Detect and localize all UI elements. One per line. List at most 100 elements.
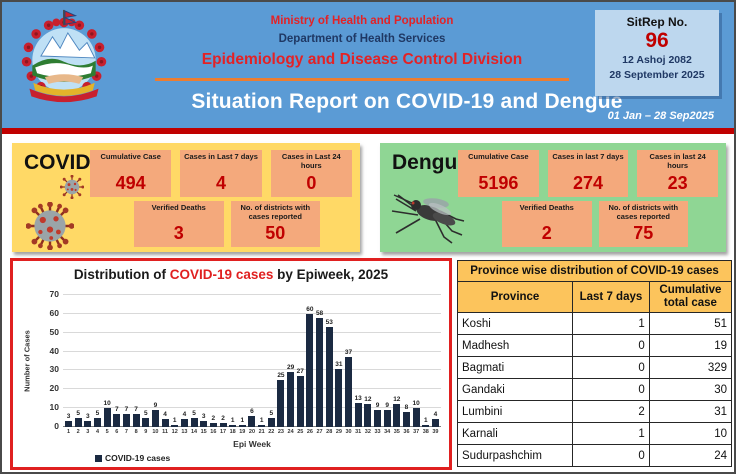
bar: 9	[374, 402, 381, 427]
cell-cumulative-total: 10	[648, 422, 733, 445]
bar-week-37: 10	[413, 295, 420, 427]
bar-week-15: 3	[200, 295, 208, 427]
bar-value-label: 58	[315, 309, 324, 317]
bar-week-39: 4	[431, 295, 439, 427]
bar: 1	[171, 417, 179, 427]
bar: 3	[65, 413, 72, 427]
table-row-lumbini: Lumbini 2 31	[456, 400, 733, 423]
bar-week-20: 6	[248, 295, 256, 427]
bar-week-7: 7	[122, 295, 130, 427]
stat-card-cases-in-last-7-days: Cases in Last 7 days 4	[180, 150, 262, 197]
cell-province: Lumbini	[456, 400, 574, 423]
cell-cumulative-total: 329	[648, 356, 733, 379]
header: Ministry of Health and Population Depart…	[2, 2, 734, 128]
stat-card-label: Verified Deaths	[151, 203, 206, 212]
bar-week-4: 5	[93, 295, 101, 427]
table-row-karnali: Karnali 1 10	[456, 422, 733, 445]
bar-value-label: 29	[286, 364, 295, 372]
bar: 7	[122, 406, 130, 427]
chart-x-axis-label: Epi Week	[233, 439, 271, 449]
epiweek-chart-panel: Distribution of COVID-19 cases by Epiwee…	[10, 258, 452, 470]
cell-cumulative-total: 30	[648, 378, 733, 401]
bar-value-label: 9	[385, 402, 389, 410]
bar-value-label: 8	[404, 403, 409, 411]
x-tick-8: 8	[134, 429, 138, 435]
bar: 37	[345, 349, 352, 427]
x-tick-18: 18	[229, 429, 236, 435]
bar: 10	[104, 400, 111, 427]
bar-week-35: 12	[393, 295, 400, 427]
nepal-emblem-logo	[21, 9, 107, 103]
stat-card-label: Cases in last 24 hours	[649, 152, 706, 170]
chart-title-prefix: Distribution of	[73, 267, 170, 282]
bar: 5	[93, 410, 101, 427]
stat-card-value: 2	[541, 223, 552, 243]
province-table: Province Last 7 days Cumulative total ca…	[456, 281, 733, 467]
stat-card-value: 494	[115, 173, 146, 193]
stat-card-value: 0	[306, 173, 317, 193]
sitrep-box: SitRep No. 96 12 Ashoj 2082 28 September…	[595, 10, 719, 96]
bar: 4	[180, 411, 188, 427]
x-tick-10: 10	[152, 429, 159, 435]
bar-week-27: 58	[316, 295, 323, 427]
x-tick-30: 30	[345, 429, 352, 435]
stat-card-value: 23	[667, 173, 688, 193]
stat-card-label: Cumulative Case	[100, 152, 161, 161]
stat-card-cumulative-case: Cumulative Case 5196	[458, 150, 539, 197]
nepal-flag	[63, 9, 78, 26]
x-tick-4: 4	[95, 429, 99, 435]
stat-card-cases-in-last-24-hours: Cases in last 24 hours 23	[637, 150, 719, 197]
dengue-title: Dengue	[392, 151, 470, 174]
sitrep-number: 96	[645, 29, 669, 52]
bar: 5	[74, 410, 82, 427]
province-table-panel: Province wise distribution of COVID-19 c…	[456, 260, 733, 467]
stat-card-value: 4	[215, 173, 226, 193]
report-title: Situation Report on COVID-19 and Dengue	[191, 90, 623, 113]
bar: 27	[297, 368, 304, 427]
bar: 5	[267, 410, 275, 427]
bar: 9	[383, 402, 391, 427]
cell-province: Karnali	[456, 422, 574, 445]
bar-value-label: 1	[259, 417, 264, 425]
bar-value-label: 5	[76, 409, 80, 417]
covid-cards-row2: Verified Deaths 3 No. of districts with ca…	[134, 201, 320, 247]
x-tick-38: 38	[422, 429, 429, 435]
bar-week-36: 8	[402, 295, 410, 427]
cell-last-7-days: 0	[572, 356, 650, 379]
stat-card-cumulative-case: Cumulative Case 494	[90, 150, 172, 197]
gridline-50	[63, 331, 441, 333]
bar: 3	[84, 413, 92, 427]
cell-last-7-days: 0	[572, 378, 650, 401]
bar-week-18: 1	[229, 295, 237, 427]
cell-province: Sudurpashchim	[456, 444, 574, 467]
x-tick-26: 26	[306, 429, 313, 435]
y-tick-60: 60	[49, 307, 59, 318]
bar-week-34: 9	[383, 295, 391, 427]
bar-value-label: 5	[192, 409, 196, 417]
bar-week-8: 7	[132, 295, 140, 427]
ministry-name: Ministry of Health and Population	[270, 15, 454, 27]
bar: 4	[431, 411, 439, 427]
bar-week-32: 12	[364, 295, 371, 427]
bar-week-13: 4	[180, 295, 188, 427]
bar: 60	[306, 306, 314, 427]
dengue-cards-row1: Cumulative Case 5196 Cases in last 7 days 2…	[458, 150, 719, 197]
bar-week-1: 3	[65, 295, 72, 427]
table-row-bagmati: Bagmati 0 329	[456, 356, 733, 379]
bar-week-9: 5	[142, 295, 150, 427]
bar-week-3: 3	[84, 295, 92, 427]
cell-cumulative-total: 19	[648, 334, 733, 357]
bar: 3	[200, 413, 208, 427]
legend-swatch	[95, 454, 102, 462]
bar-week-12: 1	[171, 295, 179, 427]
bar-value-label: 13	[354, 394, 362, 402]
chart-title-highlight: COVID-19 cases	[169, 267, 274, 282]
stat-card-label: Cases in Last 7 days	[184, 152, 258, 161]
chart-bars: 3 5 3 5 10 7 7 7 5 9 4 1 4 5 3 2 2 1 1 6 1 5 25 29 27 60 58 53 31 37 1…	[63, 295, 441, 427]
bar-week-28: 53	[326, 295, 333, 427]
bar-value-label: 10	[412, 400, 420, 408]
sitrep-date-english: 28 September 2025	[609, 69, 705, 81]
x-tick-6: 6	[115, 429, 119, 435]
bar: 1	[238, 417, 246, 427]
x-tick-19: 19	[239, 429, 246, 435]
